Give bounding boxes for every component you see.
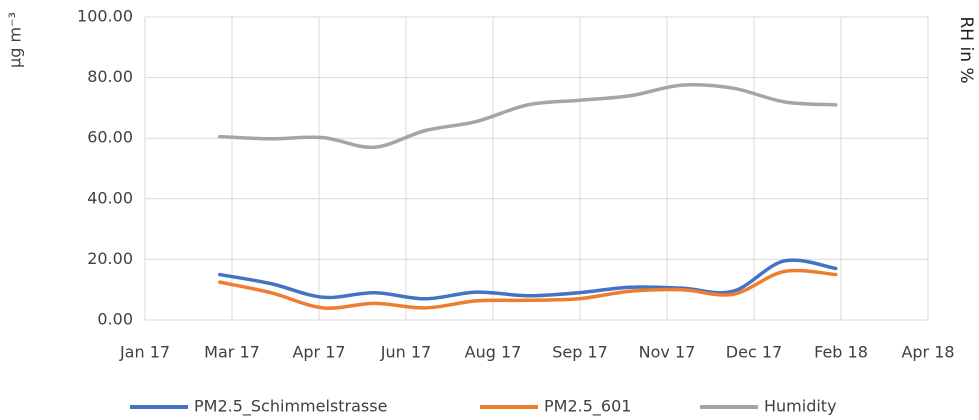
y-tick-label: 100.00 <box>77 7 133 26</box>
legend-label: Humidity <box>764 397 837 416</box>
legend-label: PM2.5_601 <box>544 397 631 417</box>
y-axis-title: µg m⁻³ <box>6 12 25 68</box>
y-tick-label: 60.00 <box>87 128 133 147</box>
y-tick-label: 40.00 <box>87 188 133 207</box>
series-line <box>218 82 838 150</box>
x-tick-label: Nov 17 <box>639 343 696 362</box>
x-tick-label: Sep 17 <box>552 343 608 362</box>
legend-label: PM2.5_Schimmelstrasse <box>194 397 387 417</box>
x-tick-label: Feb 18 <box>814 343 868 362</box>
series-line <box>218 258 838 301</box>
x-tick-label: Jun 17 <box>380 343 431 362</box>
x-tick-label: Aug 17 <box>465 343 522 362</box>
y-tick-label: 0.00 <box>97 310 133 329</box>
x-tick-label: Mar 17 <box>204 343 260 362</box>
y2-axis-title: RH in % <box>956 16 976 83</box>
x-tick-label: Jan 17 <box>119 343 170 362</box>
x-tick-label: Apr 18 <box>901 343 954 362</box>
x-tick-label: Apr 17 <box>292 343 345 362</box>
y-tick-label: 80.00 <box>87 67 133 86</box>
x-tick-label: Dec 17 <box>726 343 782 362</box>
y-tick-label: 20.00 <box>87 249 133 268</box>
series-line <box>218 268 838 310</box>
